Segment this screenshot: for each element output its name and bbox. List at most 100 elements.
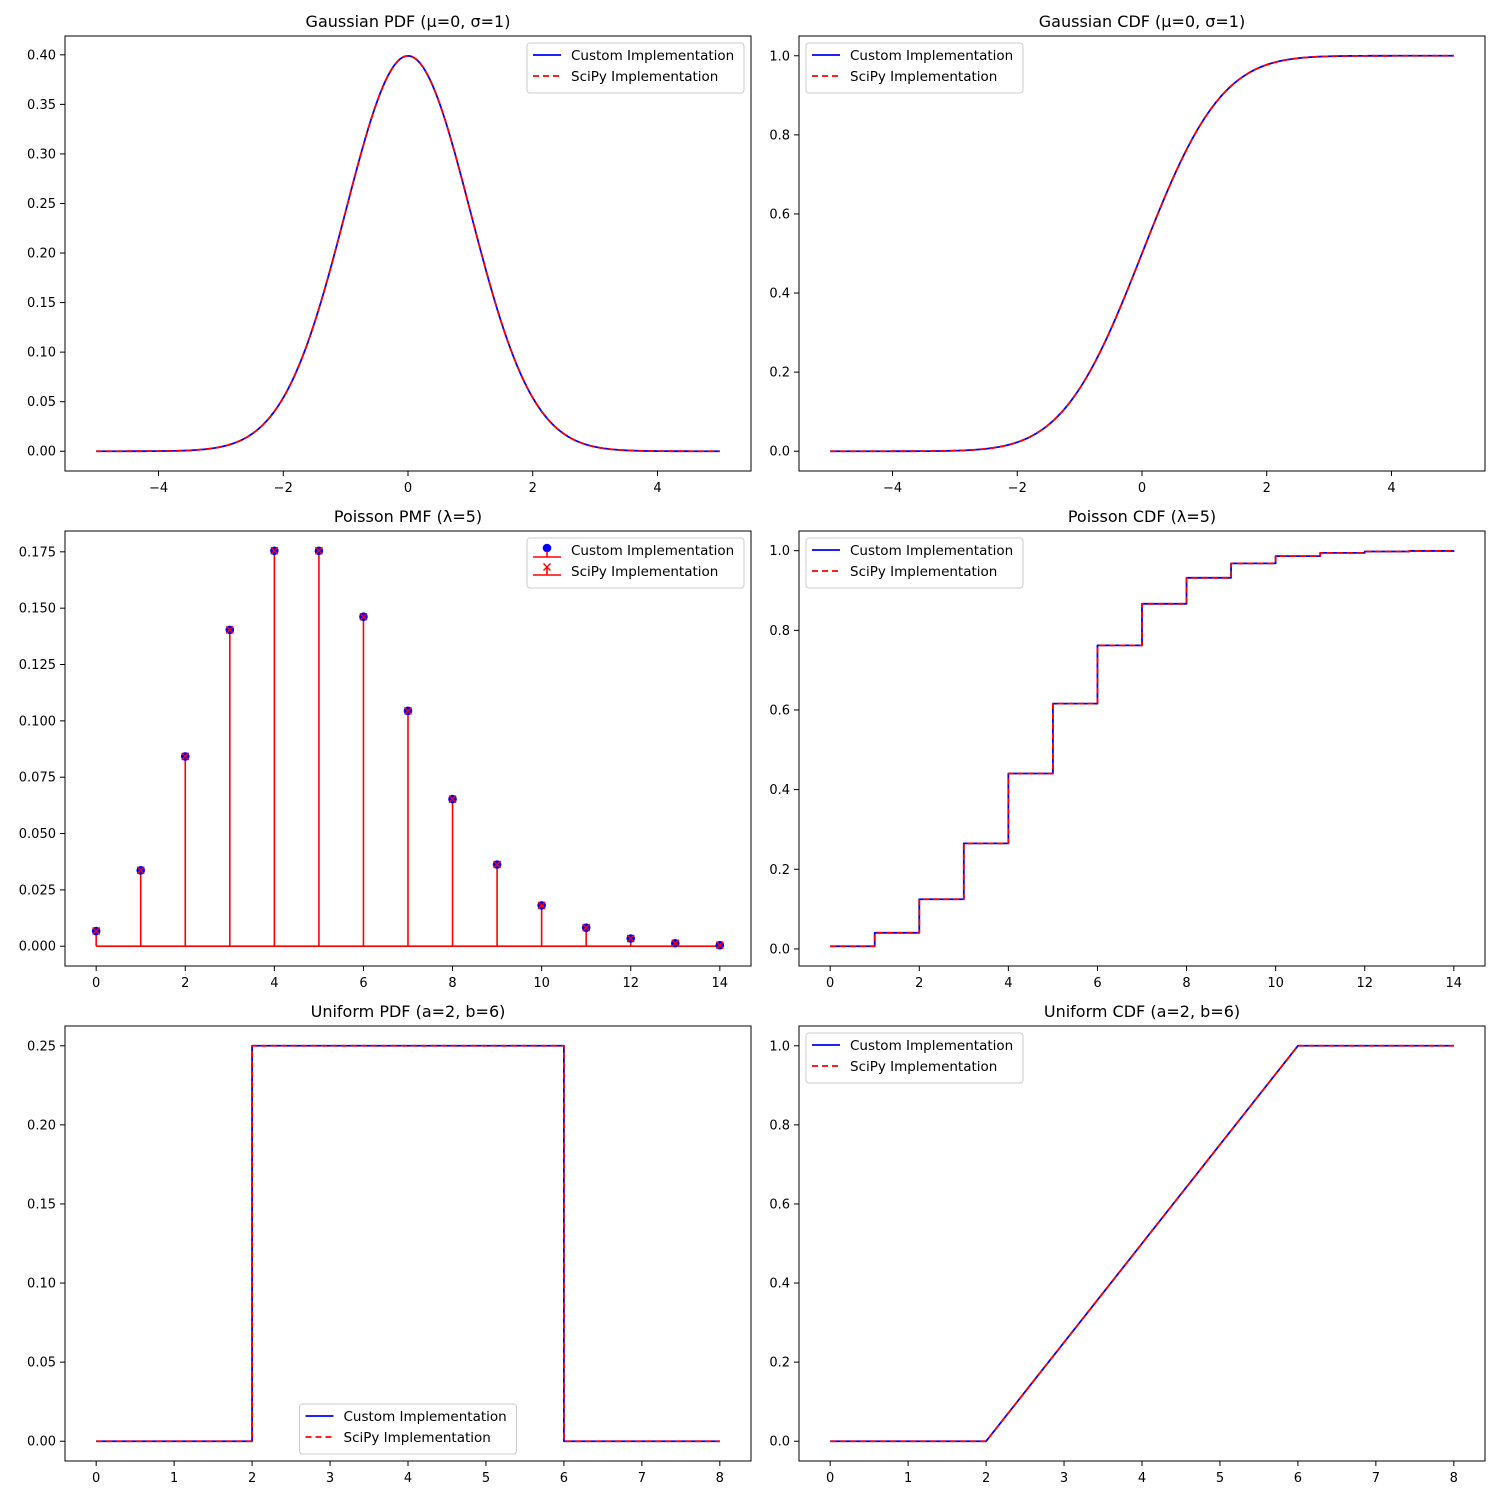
legend: Custom Implementation SciPy Implementatio… — [805, 537, 1024, 589]
scipy-point — [270, 546, 279, 555]
x-tick-label: 4 — [1004, 976, 1012, 991]
scipy-point — [225, 625, 234, 634]
x-tick-label: 4 — [1138, 1471, 1146, 1486]
y-tick-label: 0.15 — [27, 296, 56, 311]
chart-title: Poisson PMF (λ=5) — [334, 507, 482, 526]
x-tick-label: 6 — [560, 1471, 568, 1486]
axes-frame — [798, 530, 1486, 967]
scipy-point — [404, 706, 412, 715]
y-tick-label: 0.05 — [27, 395, 56, 410]
legend-box — [805, 42, 1024, 94]
scipy-point — [715, 941, 724, 950]
x-tick-label: 4 — [404, 1471, 412, 1486]
legend-label: Custom Implementation — [571, 543, 734, 559]
y-tick-label: 0.150 — [19, 602, 56, 617]
y-tick-label: 0.00 — [27, 1435, 56, 1450]
y-tick-label: 0.2 — [769, 863, 790, 878]
gauss-pdf-panel: Gaussian PDF (μ=0, σ=1) −4 −2 0 2 4 0.00 0.05 0.… — [27, 12, 752, 496]
scipy-series-line — [830, 550, 1455, 948]
custom-series-line — [830, 1044, 1454, 1443]
x-tick-label: 0 — [92, 976, 100, 991]
y-tick-label: 1.0 — [769, 544, 790, 559]
custom-series-line — [830, 550, 1455, 948]
x-tick-label: 8 — [716, 1471, 724, 1486]
custom-series-line — [96, 1044, 720, 1443]
x-tick-label: 1 — [904, 1471, 912, 1486]
y-tick-label: 1.0 — [769, 1039, 790, 1054]
scipy-point — [448, 795, 457, 804]
chart-title: Gaussian CDF (μ=0, σ=1) — [1039, 12, 1245, 31]
y-tick-label: 0.025 — [19, 883, 56, 898]
x-tick-label: 0 — [826, 976, 834, 991]
scipy-point — [181, 752, 190, 761]
y-tick-label: 0.05 — [27, 1356, 56, 1371]
y-tick-label: 0.0 — [769, 942, 790, 957]
scipy-point — [136, 866, 145, 875]
x-tick-label: 10 — [1267, 976, 1284, 991]
x-tick-label: 4 — [270, 976, 278, 991]
x-tick-label: −2 — [1008, 481, 1027, 496]
x-tick-label: 0 — [826, 1471, 834, 1486]
y-tick-label: 0.6 — [769, 1197, 790, 1212]
custom-series-line — [96, 54, 720, 453]
scipy-series-line — [96, 54, 720, 453]
x-tick-label: 12 — [622, 976, 639, 991]
x-tick-label: 6 — [1294, 1471, 1302, 1486]
y-tick-label: 0.20 — [27, 247, 56, 262]
scipy-point — [359, 612, 368, 621]
y-tick-label: 0.6 — [769, 703, 790, 718]
scipy-point — [626, 934, 635, 943]
chart-title: Poisson CDF (λ=5) — [1068, 507, 1216, 526]
x-tick-label: 0 — [1138, 481, 1146, 496]
y-tick-label: 0.40 — [27, 48, 56, 63]
x-tick-label: −4 — [883, 481, 902, 496]
x-tick-label: 8 — [448, 976, 456, 991]
x-tick-label: 6 — [1093, 976, 1101, 991]
scipy-point — [671, 939, 680, 948]
legend-label: Custom Implementation — [850, 543, 1013, 559]
chart-title: Uniform CDF (a=2, b=6) — [1044, 1002, 1240, 1021]
legend-marker — [543, 563, 551, 571]
y-tick-label: 0.2 — [769, 366, 790, 381]
legend-label: Custom Implementation — [571, 48, 734, 64]
uniform-pdf-panel: Uniform PDF (a=2, b=6) 0 1 2 3 4 5 6 7 8 0.00 0.05 0… — [27, 1002, 752, 1486]
x-tick-label: −2 — [274, 481, 293, 496]
x-tick-label: 0 — [92, 1471, 100, 1486]
y-tick-label: 0.125 — [19, 658, 56, 673]
legend-label: SciPy Implementation — [850, 564, 997, 580]
x-tick-label: 12 — [1356, 976, 1373, 991]
y-tick-label: 0.0 — [769, 445, 790, 460]
scipy-point — [314, 546, 323, 555]
x-tick-label: 8 — [1450, 1471, 1458, 1486]
legend: Custom Implementation SciPy Implementatio… — [299, 1403, 517, 1455]
y-tick-label: 0.2 — [769, 1356, 790, 1371]
axes-frame — [64, 530, 752, 967]
y-tick-label: 0.8 — [769, 624, 790, 639]
legend: Custom Implementation SciPy Implementatio… — [526, 42, 745, 94]
y-tick-label: 0.100 — [19, 714, 56, 729]
legend-label: Custom Implementation — [850, 1038, 1013, 1054]
legend-label: SciPy Implementation — [571, 69, 718, 85]
legend-label: SciPy Implementation — [344, 1430, 491, 1446]
y-tick-label: 0.25 — [27, 197, 56, 212]
x-tick-label: 5 — [1216, 1471, 1224, 1486]
x-tick-label: 5 — [482, 1471, 490, 1486]
scipy-point — [537, 901, 546, 910]
chart-title: Uniform PDF (a=2, b=6) — [311, 1002, 506, 1021]
poisson-pmf-panel: Poisson PMF (λ=5) 0 2 4 6 8 10 12 14 0.000 0.025 0.… — [19, 507, 752, 991]
legend-label: Custom Implementation — [850, 48, 1013, 64]
y-tick-label: 0.000 — [19, 940, 56, 955]
x-tick-label: 4 — [1387, 481, 1395, 496]
y-tick-label: 1.0 — [769, 49, 790, 64]
x-tick-label: 0 — [404, 481, 412, 496]
y-tick-label: 0.00 — [27, 445, 56, 460]
legend: Custom Implementation SciPy Implementatio… — [805, 1032, 1024, 1084]
y-tick-label: 0.15 — [27, 1197, 56, 1212]
x-tick-label: 2 — [1263, 481, 1271, 496]
x-tick-label: −4 — [149, 481, 168, 496]
axes-frame — [64, 1025, 752, 1462]
x-tick-label: 7 — [638, 1471, 646, 1486]
scipy-point — [582, 923, 591, 932]
legend-marker — [542, 543, 552, 553]
